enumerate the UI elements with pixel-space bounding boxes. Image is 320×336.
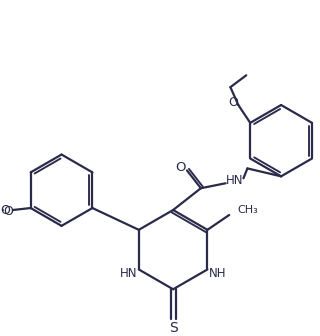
- Text: O: O: [228, 95, 238, 109]
- Text: HN: HN: [226, 174, 243, 187]
- Text: NH: NH: [209, 267, 226, 280]
- Text: S: S: [169, 321, 178, 335]
- Text: O: O: [3, 205, 13, 217]
- Text: O: O: [0, 204, 10, 216]
- Text: O: O: [175, 161, 185, 174]
- Text: HN: HN: [120, 267, 138, 280]
- Text: CH₃: CH₃: [237, 205, 258, 215]
